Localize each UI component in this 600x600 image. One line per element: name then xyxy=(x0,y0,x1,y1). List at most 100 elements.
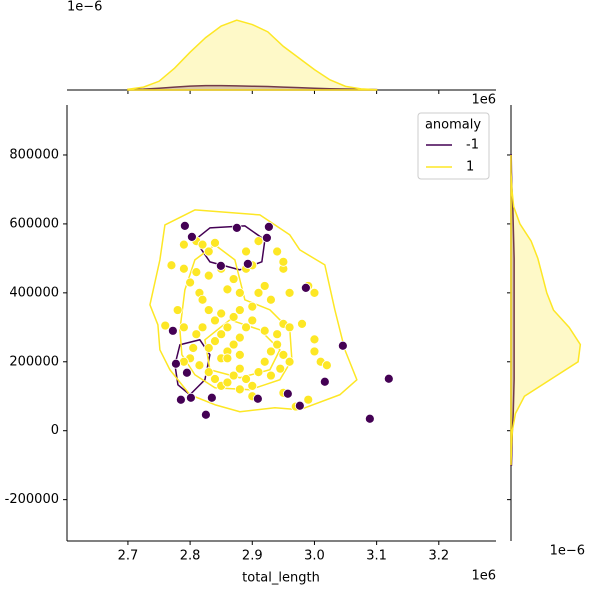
scatter-point xyxy=(216,308,227,319)
scatter-point xyxy=(259,325,270,336)
scatter-point xyxy=(188,343,199,353)
scatter-point xyxy=(179,221,190,231)
scatter-point xyxy=(234,305,245,315)
x-offset-label: 1e6 xyxy=(471,569,496,584)
scatter-point xyxy=(191,267,202,278)
scatter-point xyxy=(272,246,283,257)
x-tick-label: 3.1 xyxy=(366,549,387,564)
scatter-point xyxy=(234,349,245,360)
scatter-point xyxy=(252,393,263,404)
scatter-point xyxy=(222,377,233,388)
scatter-point xyxy=(242,258,253,269)
top-kde xyxy=(127,19,378,91)
scatter-point xyxy=(203,367,214,378)
scatter-point xyxy=(253,287,264,298)
right-x-offset-label: 1e−6 xyxy=(550,544,585,559)
scatter-point xyxy=(278,349,289,360)
scatter-point xyxy=(197,322,208,333)
legend-box xyxy=(417,112,490,180)
kde-contour xyxy=(194,225,266,271)
scatter-point xyxy=(284,356,295,367)
scatter-point xyxy=(383,373,394,384)
scatter-point xyxy=(222,322,233,333)
scatter-point xyxy=(216,329,227,340)
scatter-point xyxy=(178,263,189,274)
scatter-point xyxy=(200,409,211,420)
scatter-point xyxy=(228,339,239,350)
scatter-point xyxy=(197,294,208,305)
scatter-point xyxy=(319,376,330,387)
scatter-point xyxy=(266,294,276,305)
scatter-point xyxy=(182,367,192,378)
top-kde xyxy=(127,84,378,91)
scatter-point xyxy=(259,356,270,367)
scatter-point xyxy=(215,260,226,271)
scatter-point xyxy=(309,287,320,298)
right-kde xyxy=(510,154,582,466)
scatter-point xyxy=(191,329,202,340)
y-tick-label: 200000 xyxy=(9,354,59,369)
scatter-point xyxy=(303,394,314,405)
scatter-point xyxy=(231,223,242,233)
scatter-point xyxy=(234,384,245,395)
scatter-point xyxy=(247,315,258,326)
scatter-point xyxy=(203,246,214,257)
scatter-point xyxy=(167,325,178,336)
y-tick-label: -200000 xyxy=(5,492,59,507)
scatter-point xyxy=(222,353,233,364)
scatter-point xyxy=(228,312,239,322)
legend-title: anomaly xyxy=(425,118,481,133)
scatter-point xyxy=(171,358,181,369)
scatter-point xyxy=(266,346,276,357)
x-axis-label: total_length xyxy=(242,571,320,586)
x-tick-label: 2.8 xyxy=(180,549,201,564)
scatter-point xyxy=(272,329,283,340)
scatter-point xyxy=(259,281,270,291)
y-tick-label: 0 xyxy=(51,423,59,438)
scatter-point xyxy=(278,256,289,267)
scatter-point xyxy=(321,360,332,371)
legend-label: -1 xyxy=(466,138,479,153)
scatter-point xyxy=(241,246,251,257)
scatter-point xyxy=(210,336,220,346)
scatter-point xyxy=(178,356,189,367)
scatter-point xyxy=(284,287,295,298)
scatter-point xyxy=(247,301,258,312)
scatter-point xyxy=(203,305,214,315)
scatter-point xyxy=(172,305,183,315)
scatter-point xyxy=(282,388,293,399)
scatter-point xyxy=(261,233,272,243)
scatter-point xyxy=(210,315,220,326)
scatter-point xyxy=(241,374,251,384)
scatter-point xyxy=(166,260,177,271)
scatter-point xyxy=(284,322,295,333)
scatter-point xyxy=(194,360,205,371)
scatter-point xyxy=(206,392,217,403)
scatter-point xyxy=(337,340,348,351)
scatter-point xyxy=(309,334,320,345)
scatter-point xyxy=(210,374,220,384)
scatter-point xyxy=(234,287,245,298)
scatter-point xyxy=(364,413,375,424)
scatter-point xyxy=(294,400,305,411)
scatter-point xyxy=(266,370,276,381)
scatter-point xyxy=(263,222,274,232)
scatter-point xyxy=(185,277,196,288)
scatter-point xyxy=(203,270,214,281)
scatter-point xyxy=(247,381,258,391)
scatter-point xyxy=(210,237,220,248)
scatter-point xyxy=(253,367,264,378)
scatter-point xyxy=(178,239,189,250)
scatter-point xyxy=(228,370,239,381)
scatter-point xyxy=(228,274,239,284)
scatter-point xyxy=(222,284,233,295)
scatter-point xyxy=(160,320,171,331)
scatter-point xyxy=(203,343,214,353)
scatter-point xyxy=(178,322,189,333)
y-tick-label: 600000 xyxy=(9,216,59,231)
x-tick-label: 3.0 xyxy=(304,549,325,564)
scatter-point xyxy=(272,339,283,350)
scatter-point xyxy=(186,392,196,403)
scatter-point xyxy=(241,322,251,333)
scatter-point xyxy=(253,236,264,247)
